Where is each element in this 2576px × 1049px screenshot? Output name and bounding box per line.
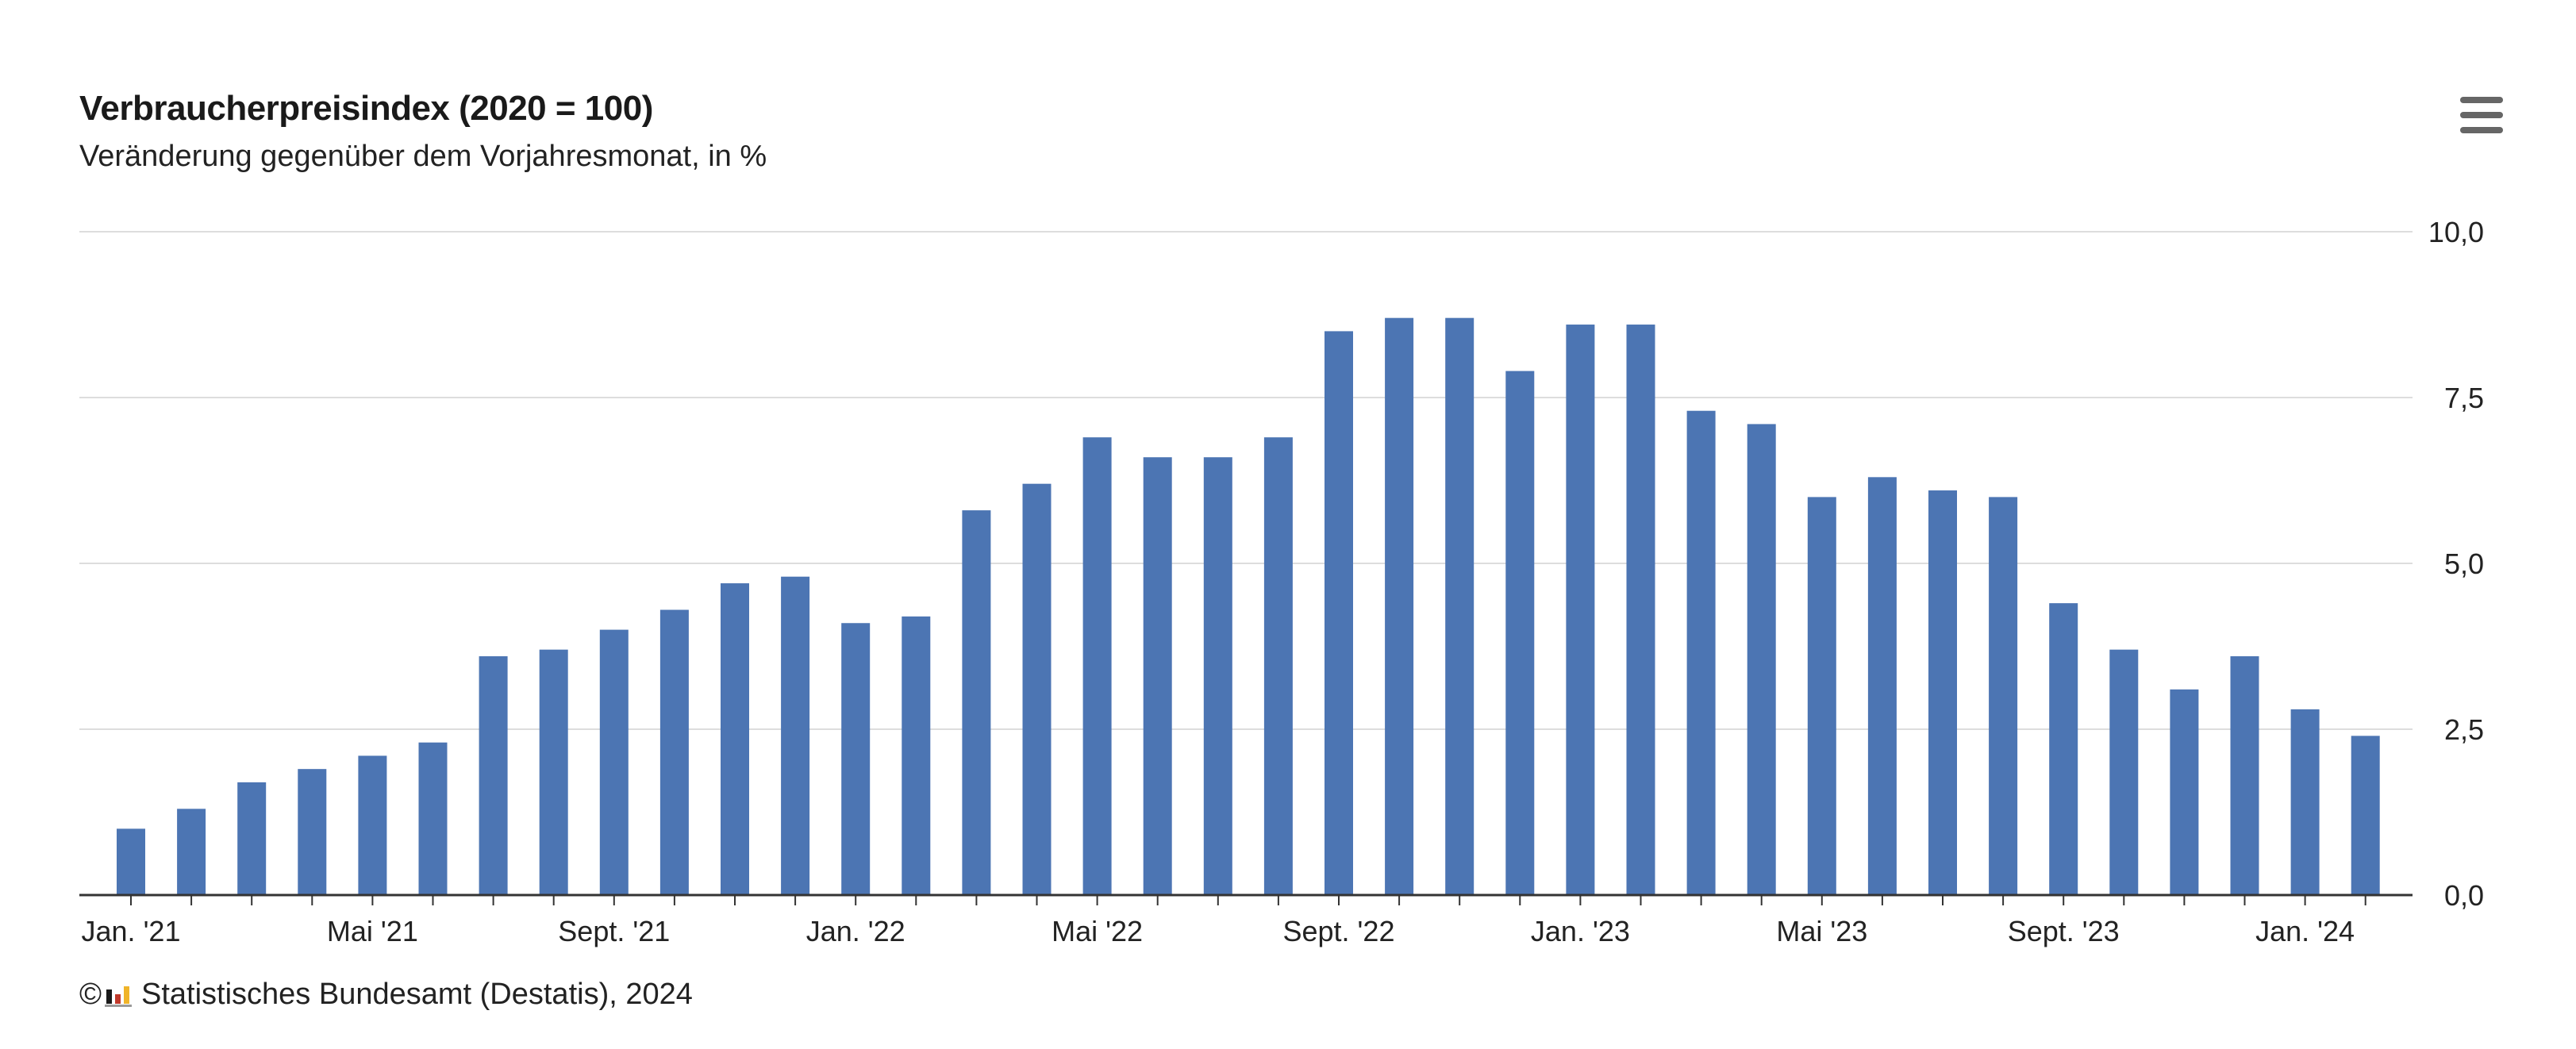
bar[interactable]: [177, 809, 206, 895]
grid-lines: [79, 231, 2413, 730]
x-tick-label: Sept. '21: [558, 915, 670, 947]
bar[interactable]: [902, 616, 931, 895]
bar[interactable]: [1385, 317, 1414, 895]
bar[interactable]: [1626, 325, 1655, 895]
x-tick-label: Jan. '24: [2255, 915, 2355, 947]
bar[interactable]: [479, 656, 508, 895]
bar[interactable]: [539, 649, 568, 895]
bar[interactable]: [117, 828, 145, 895]
menu-bar: [2460, 127, 2503, 133]
y-tick-label: 0,0: [2444, 879, 2484, 912]
y-tick-label: 2,5: [2444, 713, 2484, 746]
bar[interactable]: [1445, 317, 1474, 895]
destatis-logo-icon: [105, 983, 133, 1007]
bar[interactable]: [1747, 424, 1776, 895]
bar[interactable]: [1566, 325, 1595, 895]
bar[interactable]: [1143, 457, 1172, 895]
bar[interactable]: [1325, 331, 1353, 895]
x-tick-label: Sept. '22: [1283, 915, 1395, 947]
y-tick-label: 7,5: [2444, 382, 2484, 414]
bar[interactable]: [1867, 477, 1897, 895]
bar[interactable]: [298, 769, 327, 895]
bar[interactable]: [1989, 497, 2018, 895]
menu-bar: [2460, 97, 2503, 103]
bar[interactable]: [841, 623, 871, 895]
bar[interactable]: [2290, 709, 2320, 895]
bar[interactable]: [1082, 437, 1112, 895]
hamburger-menu-icon[interactable]: [2457, 94, 2506, 136]
copyright-symbol: ©: [79, 978, 102, 1011]
bar[interactable]: [1928, 490, 1957, 895]
chart-subtitle: Veränderung gegenüber dem Vorjahresmonat…: [79, 140, 767, 173]
source-credit: © Statistisches Bundesamt (Destatis), 20…: [79, 978, 693, 1012]
x-tick-label: Jan. '23: [1531, 915, 1630, 947]
x-axis: Jan. '21 Mai '21 Sept. '21 Jan. '22 Mai '22 S…: [79, 893, 2413, 947]
menu-bar: [2460, 112, 2503, 118]
bar[interactable]: [2351, 736, 2380, 895]
x-tick-label: Jan. '22: [806, 915, 905, 947]
bar[interactable]: [2170, 689, 2199, 895]
bar[interactable]: [237, 782, 267, 895]
bar[interactable]: [1686, 410, 1716, 895]
bar[interactable]: [1203, 457, 1232, 895]
chart-title: Verbraucherpreisindex (2020 = 100): [79, 89, 653, 128]
bar[interactable]: [1807, 497, 1836, 895]
bar[interactable]: [1022, 483, 1052, 895]
bar[interactable]: [2230, 656, 2259, 895]
bar[interactable]: [1263, 437, 1293, 895]
bar[interactable]: [1505, 371, 1535, 895]
bar-chart: Jan. '21 Mai '21 Sept. '21 Jan. '22 Mai '22 S…: [79, 216, 2484, 947]
bar[interactable]: [962, 510, 991, 895]
x-tick-label: Sept. '23: [2008, 915, 2120, 947]
y-tick-label: 10,0: [2428, 216, 2484, 248]
bar[interactable]: [721, 583, 749, 895]
bar[interactable]: [418, 742, 448, 895]
bar[interactable]: [659, 609, 689, 895]
x-tick-label: Mai '23: [1776, 915, 1867, 947]
bars: [117, 317, 2380, 895]
bar[interactable]: [599, 629, 629, 895]
y-axis: 0,0 2,5 5,0 7,5 10,0: [2428, 216, 2484, 912]
x-tick-label: Mai '22: [1052, 915, 1143, 947]
bar[interactable]: [781, 576, 810, 895]
x-tick-label: Mai '21: [327, 915, 418, 947]
y-tick-label: 5,0: [2444, 548, 2484, 580]
bar[interactable]: [358, 755, 387, 895]
bar[interactable]: [2049, 603, 2078, 895]
x-tick-label: Jan. '21: [82, 915, 181, 947]
source-text: Statistisches Bundesamt (Destatis), 2024: [141, 978, 693, 1011]
bar[interactable]: [2109, 649, 2139, 895]
